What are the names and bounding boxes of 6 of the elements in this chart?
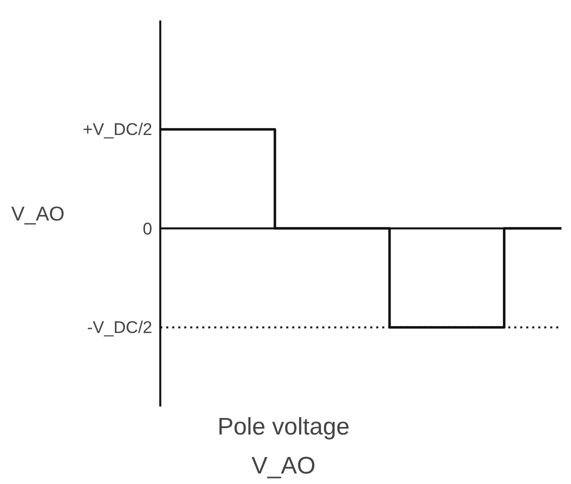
- text: V_AO: [251, 452, 316, 480]
- annotation: +V_DC/2: [82, 120, 152, 139]
- annotation: 0: [142, 219, 152, 238]
- annotation: -V_DC/2: [87, 318, 152, 337]
- text: Pole voltage: [217, 414, 350, 440]
- y-axis-title: V_AO: [11, 203, 65, 226]
